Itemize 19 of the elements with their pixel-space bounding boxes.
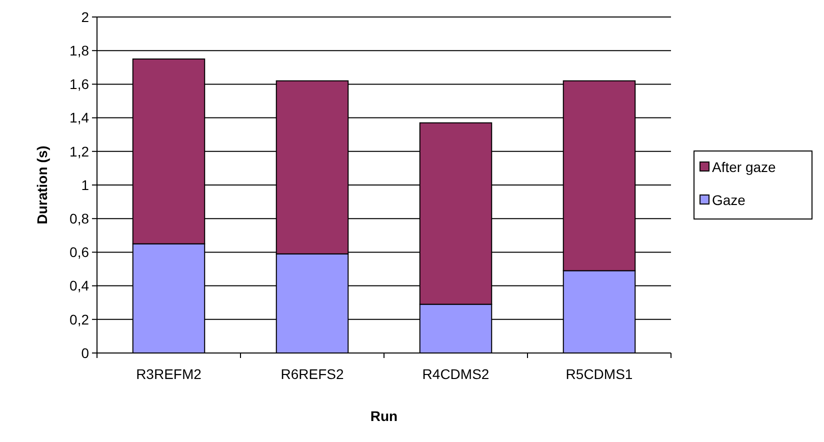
legend-label: After gaze bbox=[712, 158, 776, 175]
y-tick-label: 0 bbox=[81, 344, 90, 361]
legend-label: Gaze bbox=[712, 192, 746, 208]
y-tick-label: 0,4 bbox=[70, 278, 90, 294]
y-tick-label: 2 bbox=[81, 8, 90, 25]
x-tick-label: R3REFM2 bbox=[136, 366, 202, 382]
y-axis-title: Duration (s) bbox=[34, 146, 50, 224]
y-tick-label: 0,6 bbox=[70, 244, 90, 260]
y-tick-label: 1 bbox=[81, 176, 90, 193]
y-tick-label: 0,2 bbox=[70, 311, 90, 328]
x-axis-title: Run bbox=[370, 408, 398, 424]
y-tick-label: 1,2 bbox=[70, 143, 90, 160]
y-tick-label: 1,6 bbox=[70, 76, 90, 92]
y-tick-label: 0,8 bbox=[70, 210, 90, 226]
y-tick-label: 1,4 bbox=[70, 110, 90, 126]
x-tick-label: R6REFS2 bbox=[280, 366, 344, 382]
y-tick-label: 1,8 bbox=[70, 42, 90, 58]
x-tick-label: R5CDMS1 bbox=[566, 366, 633, 382]
x-tick-label: R4CDMS2 bbox=[422, 366, 490, 382]
